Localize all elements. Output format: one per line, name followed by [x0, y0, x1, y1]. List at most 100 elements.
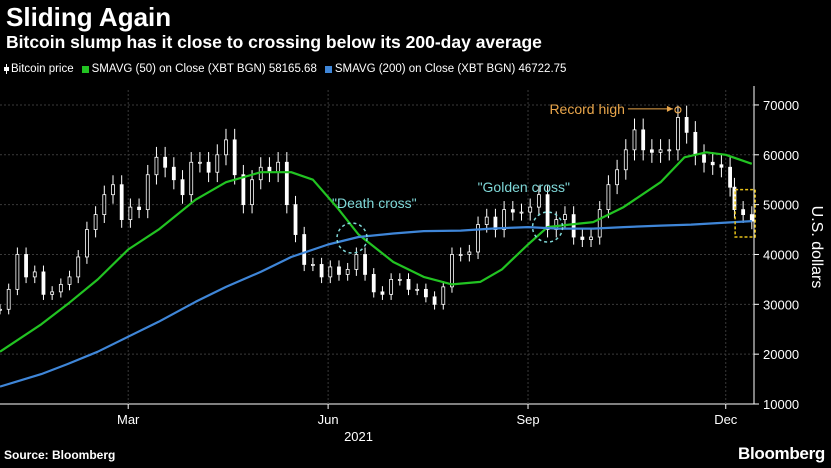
price-candle-body [24, 254, 28, 278]
price-candle-body [363, 254, 367, 275]
price-candle-body [119, 184, 124, 220]
price-candle-body [328, 266, 333, 278]
cross-marker-circle [531, 211, 564, 243]
chart-plot: 10000 20000 30000 40000 50000 60000 70000 Mar Ju… [0, 86, 825, 444]
price-candle-body [476, 224, 480, 253]
price-candle-body [163, 156, 168, 168]
price-candle-body [728, 166, 732, 188]
price-candle-body [749, 214, 754, 222]
legend-item-sma200: SMAVG (200) on Close (XBT BGN) 46722.75 [324, 63, 567, 75]
sma200-line [0, 220, 752, 388]
y-tick-label: 30000 [763, 297, 799, 312]
price-candle-body [623, 149, 628, 171]
y-tick-label: 40000 [763, 247, 799, 262]
legend-label-sma200: SMAVG (200) on Close (XBT BGN) 46722.75 [334, 63, 567, 75]
price-candle-body [545, 194, 550, 230]
blue-swatch-icon [324, 65, 332, 73]
price-candle-body [128, 206, 133, 220]
price-candle-body [171, 166, 176, 181]
price-candle-body [741, 209, 746, 216]
price-candle-body [319, 264, 324, 278]
price-candle-body [649, 149, 654, 153]
price-candle-body [684, 117, 689, 133]
price-candle-body [467, 251, 472, 255]
price-candle-body [15, 254, 20, 290]
y-tick-label: 10000 [763, 397, 799, 412]
price-candle-body [6, 288, 11, 310]
price-candle-body [189, 161, 194, 196]
brand-logo: Bloomberg [737, 444, 825, 463]
price-candle-body [432, 296, 437, 305]
price-candle-body [284, 161, 289, 206]
highlight-box [734, 188, 756, 238]
price-candle-body [493, 216, 498, 230]
price-candle-body [137, 206, 141, 211]
legend-label-price: Bitcoin price [11, 63, 74, 75]
price-candle-body [215, 154, 220, 173]
x-year-label: 2021 [344, 429, 373, 444]
price-candle-body [93, 214, 98, 230]
price-candle-body [250, 179, 254, 206]
price-candle-body [224, 139, 228, 156]
price-candle-body [302, 234, 307, 265]
annotation-label: "Golden cross" [478, 179, 570, 195]
price-candle-body [702, 154, 706, 163]
price-candle-body [658, 149, 663, 153]
price-candle-body [198, 161, 202, 164]
green-swatch-icon [81, 65, 89, 73]
price-candle-body [50, 291, 55, 295]
price-candle-body [441, 286, 446, 305]
price-candle-body [502, 209, 507, 230]
cross-marker-circle [336, 222, 368, 254]
candlestick-icon [4, 64, 9, 74]
price-candle-body [423, 288, 428, 298]
x-tick-label: Dec [714, 412, 738, 427]
price-candle-body [154, 156, 159, 176]
price-candle-body [458, 254, 463, 256]
price-candle-body [76, 256, 81, 278]
price-candle-body [397, 278, 402, 281]
price-candle-body [310, 264, 315, 266]
source-note: Source: Bloomberg [4, 448, 116, 462]
price-candle-body [580, 236, 585, 240]
record-high-dot [674, 106, 682, 114]
price-candle-body [345, 269, 350, 275]
annotation-label: Record high [549, 101, 625, 117]
price-candle-body [450, 254, 454, 288]
legend-item-sma50: SMAVG (50) on Close (XBT BGN) 58165.68 [81, 63, 317, 75]
price-candle-body [371, 274, 376, 293]
price-candle-body [597, 209, 602, 238]
price-candle-body [667, 149, 672, 152]
price-candle-body [415, 288, 420, 291]
chart-subtitle: Bitcoin slump has it close to crossing b… [6, 32, 542, 52]
price-candle-body [145, 174, 150, 211]
x-tick-label: Sep [516, 412, 539, 427]
price-candle-body [484, 216, 489, 225]
price-candle-body [206, 161, 211, 173]
price-candle-body [519, 211, 524, 214]
price-candle-body [232, 139, 237, 176]
price-candle-body [615, 169, 620, 186]
price-candle-body [589, 236, 593, 240]
x-tick-label: Jun [318, 412, 339, 427]
price-candle-body [693, 131, 698, 156]
price-candle-body [58, 283, 63, 293]
price-candle-body [719, 164, 724, 168]
price-candle-body [406, 278, 411, 290]
annotation-label: "Death cross" [332, 195, 417, 211]
sma50-line [0, 151, 753, 353]
price-candle-body [641, 129, 646, 151]
price-candle-body [241, 174, 246, 206]
y-tick-label: 70000 [763, 98, 799, 113]
price-candle-body [536, 194, 541, 208]
price-candle-body [380, 291, 385, 295]
y-axis-title: U.S. dollars [808, 206, 825, 289]
chart-title: Sliding Again [6, 2, 172, 32]
x-tick-label: Mar [117, 412, 140, 427]
price-candle-body [389, 278, 394, 295]
price-candle-body [111, 184, 115, 196]
chart-legend: Bitcoin price SMAVG (50) on Close (XBT B… [4, 63, 574, 75]
legend-label-sma50: SMAVG (50) on Close (XBT BGN) 58165.68 [91, 63, 317, 75]
price-candle-body [32, 271, 37, 278]
y-tick-label: 60000 [763, 148, 799, 163]
